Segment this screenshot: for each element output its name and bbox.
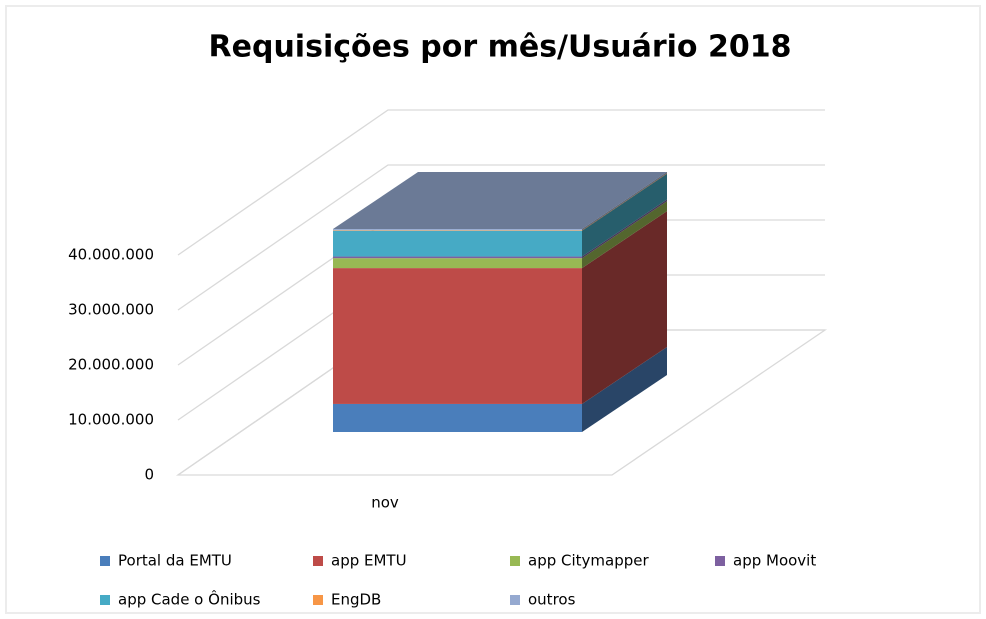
legend-swatch xyxy=(100,595,110,605)
bar-side xyxy=(582,201,667,269)
grid-line xyxy=(177,109,825,256)
legend-label: app Moovit xyxy=(733,552,816,570)
legend-label: Portal da EMTU xyxy=(118,552,232,570)
legend-swatch xyxy=(510,595,520,605)
bar-side xyxy=(582,346,667,432)
legend-swatch xyxy=(510,556,520,566)
bar-segment xyxy=(333,229,582,231)
bar-side xyxy=(582,173,667,257)
legend-label: app Cade o Ônibus xyxy=(118,590,261,609)
legend-label: EngDB xyxy=(331,591,381,609)
chart-frame xyxy=(5,5,981,614)
bar-segment xyxy=(333,230,582,257)
legend-swatch xyxy=(313,556,323,566)
chart-title: Requisições por mês/Usuário 2018 xyxy=(209,30,792,65)
y-tick-label: 30.000.000 xyxy=(68,301,154,319)
grid-line xyxy=(177,164,825,311)
bar-side xyxy=(582,199,667,259)
legend-swatch xyxy=(100,556,110,566)
bar-side xyxy=(582,211,667,404)
x-tick-label: nov xyxy=(371,494,399,512)
y-tick-label: 20.000.000 xyxy=(68,356,154,374)
y-tick-label: 10.000.000 xyxy=(68,411,154,429)
bar-segment xyxy=(333,230,582,231)
legend-swatch xyxy=(313,595,323,605)
y-tick-label: 0 xyxy=(144,466,154,484)
legend-label: outros xyxy=(528,591,576,609)
bar-side xyxy=(582,173,667,231)
legend-swatch xyxy=(715,556,725,566)
bar-segment xyxy=(333,256,582,259)
bar-segment xyxy=(333,403,582,432)
legend-label: app EMTU xyxy=(331,552,407,570)
bar-segment xyxy=(333,258,582,269)
legend-label: app Citymapper xyxy=(528,552,649,570)
y-tick-label: 40.000.000 xyxy=(68,246,154,264)
bar-segment xyxy=(333,268,582,404)
bar-side xyxy=(582,172,667,231)
bar-top xyxy=(333,172,667,230)
